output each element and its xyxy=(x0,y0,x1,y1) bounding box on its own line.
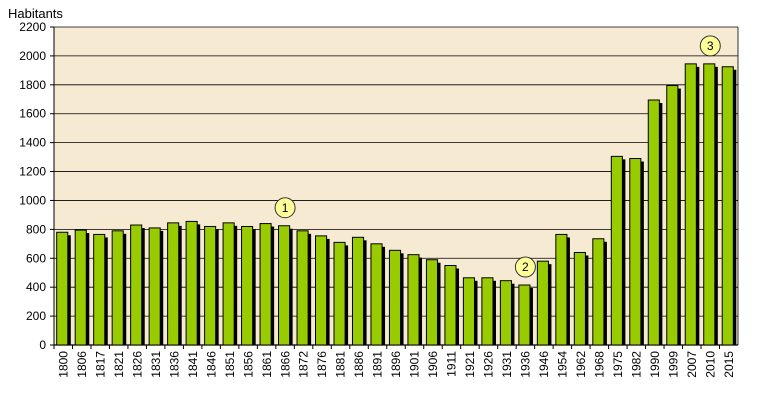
y-tick-label: 2200 xyxy=(19,20,46,34)
bars xyxy=(56,63,737,346)
bar xyxy=(647,99,660,346)
bar xyxy=(333,241,346,346)
bar xyxy=(536,260,549,346)
bar xyxy=(204,225,217,346)
bar xyxy=(74,229,87,346)
y-axis-label: Habitants xyxy=(8,6,63,21)
x-tick-label: 1800 xyxy=(56,351,70,378)
y-tick-label: 800 xyxy=(26,222,46,236)
annotation-label: 3 xyxy=(707,39,714,53)
x-tick-label: 1906 xyxy=(426,351,440,378)
x-tick-label: 1821 xyxy=(112,351,126,378)
x-tick-label: 1836 xyxy=(167,351,181,378)
bar xyxy=(241,225,254,346)
bar xyxy=(296,230,309,346)
bar xyxy=(407,254,420,346)
annotation-label: 1 xyxy=(282,201,289,215)
x-tick-label: 1896 xyxy=(389,351,403,378)
x-tick-label: 1841 xyxy=(186,351,200,378)
bar xyxy=(610,155,623,346)
annotation-markers: 1 2 3 xyxy=(274,35,721,278)
bar xyxy=(518,284,531,346)
x-tick-label: 1831 xyxy=(149,351,163,378)
x-tick-label: 1954 xyxy=(556,351,570,378)
y-tick-label: 0 xyxy=(39,338,46,352)
bar xyxy=(259,223,272,346)
annotation-label: 2 xyxy=(522,260,529,274)
x-tick-label: 1861 xyxy=(260,351,274,378)
bar xyxy=(555,233,568,346)
bar xyxy=(148,227,161,346)
bar xyxy=(425,259,439,346)
bar xyxy=(388,249,402,346)
x-tick-label: 1921 xyxy=(463,351,477,378)
x-tick-label: 1891 xyxy=(371,351,385,378)
bar xyxy=(703,63,716,346)
y-tick-label: 1400 xyxy=(19,136,46,150)
x-tick-label: 1866 xyxy=(278,351,292,378)
bar xyxy=(351,236,365,346)
bar xyxy=(185,220,198,346)
y-tick-label: 2000 xyxy=(19,49,46,63)
y-tick-label: 400 xyxy=(26,280,46,294)
bar xyxy=(315,235,328,346)
x-tick-label: 1982 xyxy=(629,351,643,378)
bar xyxy=(167,222,180,346)
x-tick-label: 1876 xyxy=(315,351,329,378)
x-tick-label: 1931 xyxy=(500,351,514,378)
x-tick-label: 2007 xyxy=(685,351,699,378)
y-tick-label: 600 xyxy=(26,251,46,265)
x-tick-label: 1881 xyxy=(334,351,348,378)
x-tick-label: 1806 xyxy=(75,351,89,378)
bar xyxy=(499,280,512,346)
x-tick-label: 2015 xyxy=(722,351,736,378)
bar xyxy=(93,233,106,346)
x-tick-label: 1826 xyxy=(130,351,144,378)
y-tick-labels: 0 200 400 600 800 1000 1200 1400 1600 1800 2000 220… xyxy=(19,20,46,352)
x-tick-label: 1911 xyxy=(445,351,459,377)
bar xyxy=(462,277,475,346)
y-tick-label: 1000 xyxy=(19,193,46,207)
y-tick-label: 200 xyxy=(26,309,46,323)
annotation-marker xyxy=(699,35,721,57)
x-tick-label: 1962 xyxy=(574,351,588,378)
x-tick-label: 2010 xyxy=(703,351,717,378)
x-tick-label: 1901 xyxy=(408,351,422,378)
bar xyxy=(222,222,235,346)
x-tick-label: 1846 xyxy=(204,351,218,378)
x-tick-label: 1999 xyxy=(666,351,680,378)
bar xyxy=(444,265,457,346)
annotation-marker xyxy=(514,256,536,278)
x-tick-label: 1936 xyxy=(519,351,533,378)
bar xyxy=(666,85,679,346)
bar xyxy=(111,230,124,346)
bar xyxy=(56,231,69,346)
bar xyxy=(684,63,697,346)
x-tick-label: 1946 xyxy=(537,351,551,378)
bar xyxy=(481,277,494,346)
bar xyxy=(573,251,586,346)
x-tick-label: 1926 xyxy=(482,351,496,378)
x-tick-label: 1990 xyxy=(648,351,662,378)
x-tick-labels: 1800 1806 1817 1821 1826 1831 1836 1841 1846 1851… xyxy=(56,351,736,378)
x-tick-label: 1851 xyxy=(223,351,237,378)
x-tick-label: 1975 xyxy=(611,351,625,378)
y-tick-label: 1200 xyxy=(19,165,46,179)
x-tick-label: 1886 xyxy=(352,351,366,378)
bar xyxy=(721,66,734,346)
bar xyxy=(130,224,143,346)
x-tick-label: 1968 xyxy=(593,351,607,378)
x-tick-label: 1817 xyxy=(93,351,107,378)
annotation-marker xyxy=(274,197,296,219)
bar xyxy=(370,243,383,346)
bar xyxy=(278,225,291,346)
bar xyxy=(592,238,605,346)
y-tick-label: 1600 xyxy=(19,107,46,121)
bar xyxy=(629,158,642,346)
x-tick-label: 1856 xyxy=(241,351,255,378)
x-tick-label: 1872 xyxy=(297,351,311,378)
y-tick-label: 1800 xyxy=(19,78,46,92)
